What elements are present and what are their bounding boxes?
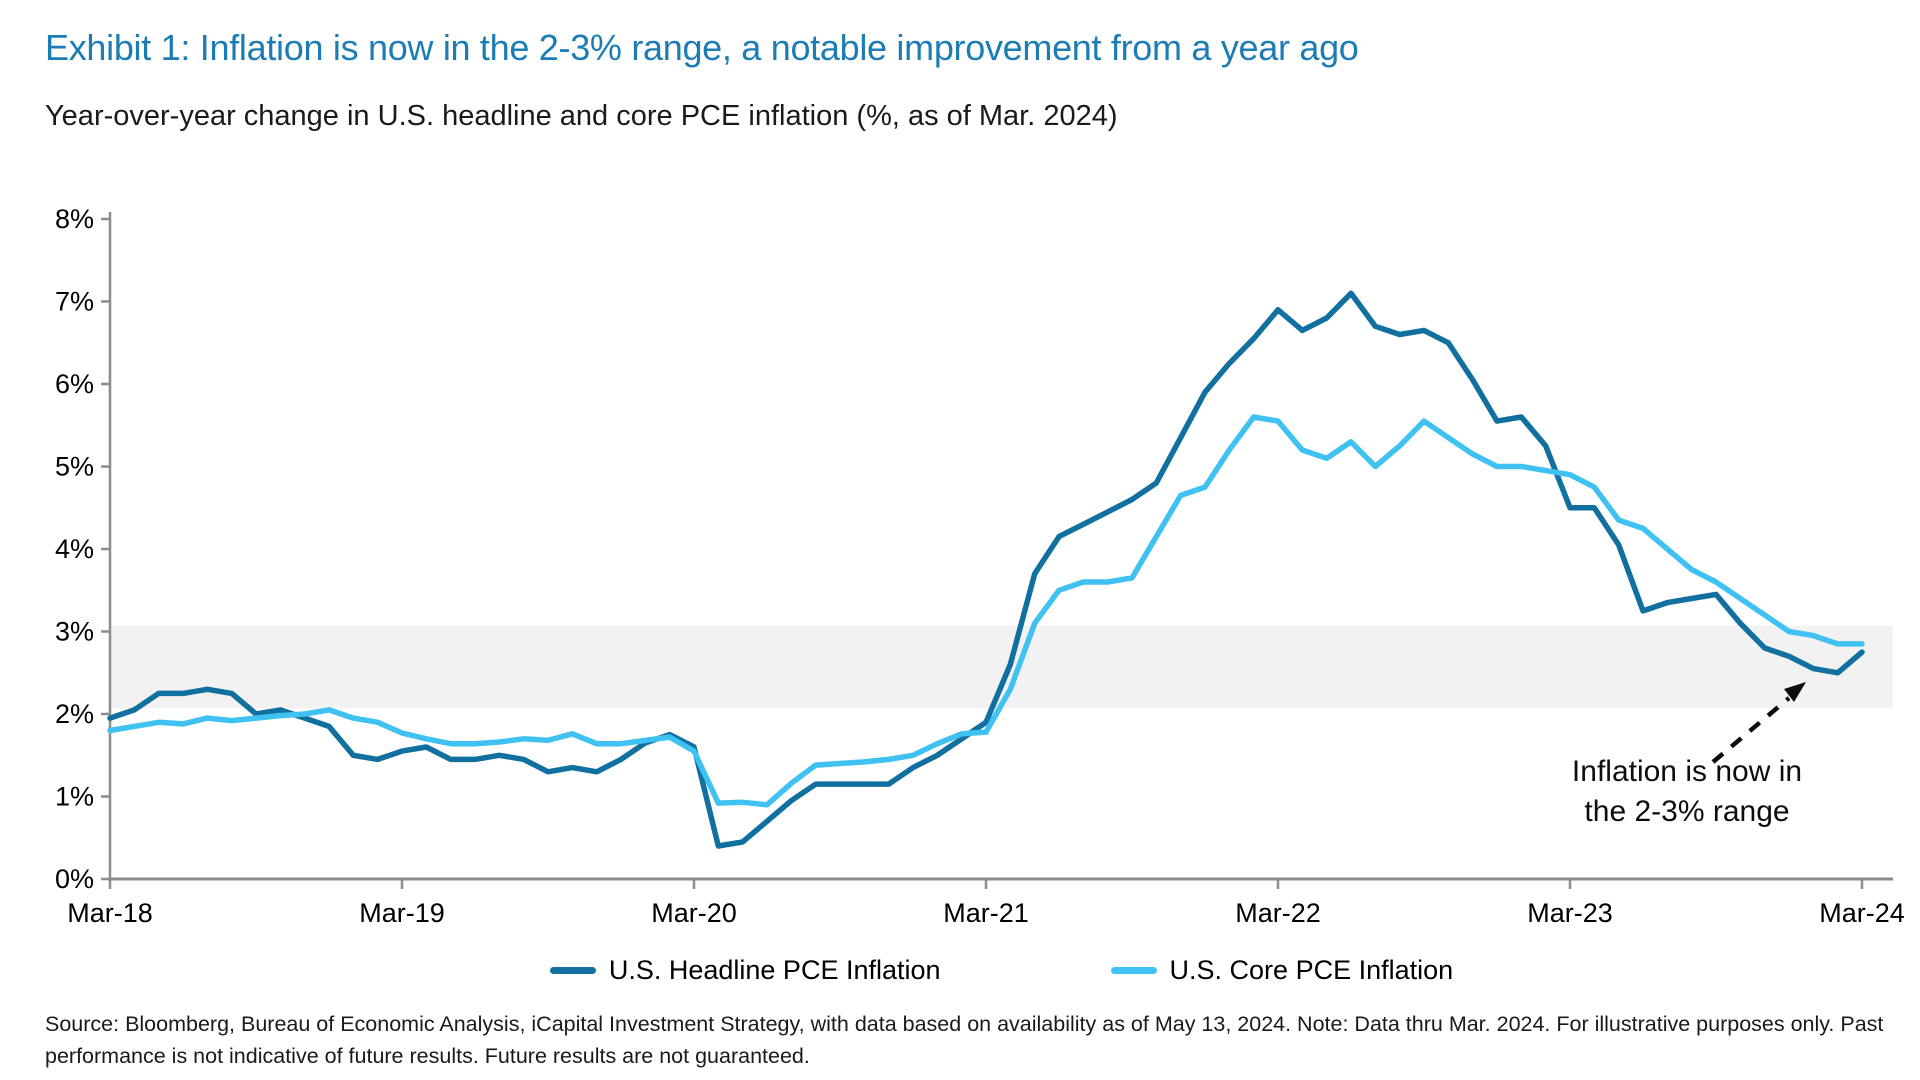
y-tick-label: 8%: [55, 204, 94, 234]
x-tick-label: Mar-22: [1235, 898, 1321, 928]
x-tick-label: Mar-21: [943, 898, 1029, 928]
headline-line-swatch-icon: [549, 966, 596, 974]
page-title: Exhibit 1: Inflation is now in the 2-3% …: [45, 27, 1359, 68]
x-tick-label: Mar-23: [1527, 898, 1613, 928]
x-tick-label: Mar-19: [359, 898, 445, 928]
chart-legend: U.S. Headline PCE Inflation U.S. Core PC…: [110, 948, 1893, 992]
annotation-line-2: the 2-3% range: [1584, 795, 1790, 828]
x-tick-label: Mar-20: [651, 898, 737, 928]
x-tick-label: Mar-18: [67, 898, 153, 928]
series-line-u-s-headline-pce-inflation: [107, 290, 1865, 849]
y-tick-label: 4%: [55, 534, 94, 564]
y-tick-label: 6%: [55, 369, 94, 399]
y-tick-label: 5%: [55, 452, 94, 482]
y-tick-label: 3%: [55, 617, 94, 647]
y-tick-label: 1%: [55, 782, 94, 812]
y-tick-label: 7%: [55, 287, 94, 317]
annotation-line-1: Inflation is now in: [1571, 755, 1803, 788]
source-note: Source: Bloomberg, Bureau of Economic An…: [45, 1008, 1905, 1072]
annotation-arrow-shaft: [1711, 696, 1791, 764]
y-tick-label: 0%: [55, 864, 94, 894]
series-line-u-s-core-pce-inflation: [107, 414, 1865, 808]
x-tick-label: Mar-24: [1819, 898, 1905, 928]
legend-label-headline: U.S. Headline PCE Inflation: [608, 954, 941, 985]
core-line-swatch-icon: [1110, 966, 1157, 974]
source-line-1: Source: Bloomberg, Bureau of Economic An…: [45, 1012, 1884, 1036]
target-range-band: [110, 625, 1893, 709]
annotation-arrow-head: [1784, 682, 1806, 702]
annotation-text: Inflation is now in the 2-3% range: [1532, 752, 1842, 832]
y-tick-label: 2%: [55, 699, 94, 729]
source-line-2: performance is not indicative of future …: [45, 1044, 810, 1068]
legend-label-core: U.S. Core PCE Inflation: [1169, 954, 1454, 985]
legend-item-headline: U.S. Headline PCE Inflation: [549, 954, 941, 986]
page-subtitle: Year-over-year change in U.S. headline a…: [45, 100, 1118, 132]
legend-item-core: U.S. Core PCE Inflation: [1110, 954, 1454, 986]
